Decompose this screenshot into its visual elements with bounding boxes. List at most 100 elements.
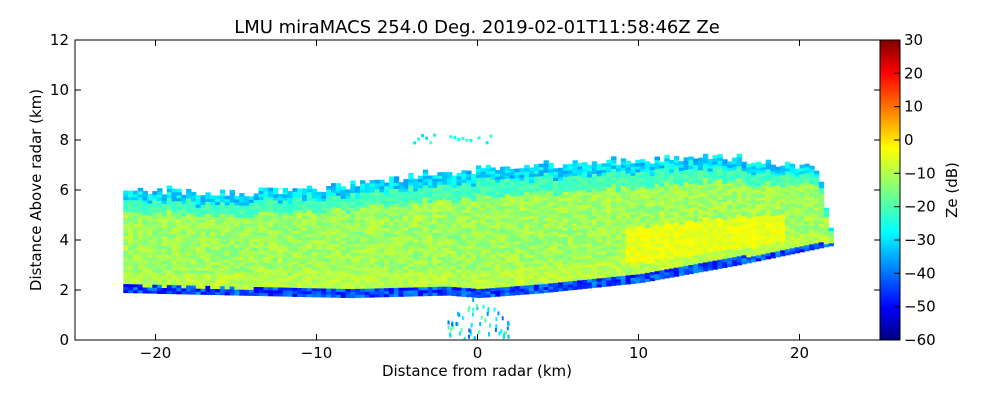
reflectivity-cell xyxy=(331,222,337,226)
reflectivity-cell xyxy=(533,227,540,231)
reflectivity-cell xyxy=(587,260,593,265)
reflectivity-cell xyxy=(258,187,264,192)
reflectivity-cell xyxy=(707,198,714,202)
reflectivity-cell xyxy=(413,229,419,234)
reflectivity-cell xyxy=(611,186,617,190)
reflectivity-cell xyxy=(287,233,293,237)
reflectivity-cell xyxy=(611,267,617,271)
reflectivity-cell xyxy=(480,210,487,214)
reflectivity-cell xyxy=(688,156,694,161)
reflectivity-cell xyxy=(287,227,293,231)
reflectivity-cell xyxy=(620,182,627,186)
reflectivity-cell xyxy=(495,212,501,216)
reflectivity-cell xyxy=(176,242,182,247)
reflectivity-cell xyxy=(582,222,588,226)
reflectivity-cell xyxy=(567,223,574,228)
reflectivity-cell xyxy=(649,193,656,198)
reflectivity-cell xyxy=(543,274,549,278)
reflectivity-cell xyxy=(350,186,356,191)
reflectivity-cell xyxy=(683,250,689,254)
reflectivity-cell xyxy=(335,237,342,241)
reflectivity-cell xyxy=(379,284,385,289)
reflectivity-cell xyxy=(736,171,743,176)
reflectivity-cell xyxy=(408,284,414,288)
reflectivity-cell xyxy=(514,258,520,263)
reflectivity-cell xyxy=(529,227,535,232)
reflectivity-cell xyxy=(446,205,453,209)
reflectivity-cell xyxy=(640,174,646,178)
reflectivity-cell xyxy=(538,163,545,168)
reflectivity-cell xyxy=(442,280,448,284)
reflectivity-cell xyxy=(480,279,487,283)
reflectivity-cell xyxy=(326,288,332,292)
reflectivity-cell xyxy=(142,196,148,201)
reflectivity-cell xyxy=(577,240,583,245)
reflectivity-cell xyxy=(432,205,438,209)
reflectivity-cell xyxy=(432,283,438,287)
reflectivity-cell xyxy=(601,235,607,239)
reflectivity-cell xyxy=(408,287,414,291)
reflectivity-cell xyxy=(297,251,303,255)
reflectivity-cell xyxy=(514,228,520,233)
reflectivity-cell xyxy=(567,220,574,225)
reflectivity-cell xyxy=(514,183,520,188)
reflectivity-cell xyxy=(698,259,704,264)
reflectivity-cell xyxy=(553,207,559,211)
reflectivity-cell xyxy=(722,240,728,244)
reflectivity-cell xyxy=(562,275,569,279)
reflectivity-cell xyxy=(157,284,163,288)
reflectivity-cell xyxy=(611,219,617,223)
reflectivity-cell xyxy=(292,272,298,276)
reflectivity-cell xyxy=(664,172,670,177)
reflectivity-cell xyxy=(408,290,414,294)
reflectivity-cell xyxy=(374,287,380,292)
reflectivity-cell xyxy=(446,184,453,188)
reflectivity-cell xyxy=(161,269,168,273)
reflectivity-cell xyxy=(582,198,588,202)
reflectivity-cell xyxy=(152,242,158,246)
reflectivity-cell xyxy=(702,246,709,251)
reflectivity-cell xyxy=(649,277,656,282)
reflectivity-cell xyxy=(480,174,487,178)
reflectivity-cell xyxy=(205,255,211,259)
reflectivity-cell xyxy=(432,256,438,260)
reflectivity-cell xyxy=(374,182,380,187)
reflectivity-cell xyxy=(161,230,168,234)
reflectivity-cell xyxy=(620,185,627,189)
reflectivity-cell xyxy=(432,181,438,185)
reflectivity-cell xyxy=(190,270,197,274)
reflectivity-cell xyxy=(142,268,148,273)
reflectivity-cell xyxy=(248,214,255,218)
reflectivity-cell xyxy=(128,250,134,255)
reflectivity-cell xyxy=(717,196,723,200)
reflectivity-cell xyxy=(693,203,699,208)
reflectivity-cell xyxy=(722,222,728,226)
reflectivity-cell xyxy=(379,206,385,211)
reflectivity-cell xyxy=(413,208,419,213)
reflectivity-cell xyxy=(702,252,709,257)
reflectivity-cell xyxy=(393,245,400,249)
reflectivity-cell xyxy=(379,179,385,184)
reflectivity-cell xyxy=(219,240,226,245)
reflectivity-cell xyxy=(635,279,641,284)
reflectivity-cell xyxy=(374,275,380,280)
reflectivity-cell xyxy=(229,219,235,224)
reflectivity-cell xyxy=(417,190,424,195)
reflectivity-cell xyxy=(466,227,472,232)
reflectivity-cell xyxy=(389,218,395,223)
reflectivity-cell xyxy=(287,281,293,285)
reflectivity-cell xyxy=(161,218,168,222)
reflectivity-cell xyxy=(171,269,177,274)
reflectivity-cell xyxy=(360,276,366,280)
reflectivity-cell xyxy=(133,280,139,285)
reflectivity-cell xyxy=(451,223,458,228)
reflectivity-cell xyxy=(567,226,574,231)
reflectivity-cell xyxy=(712,194,718,198)
reflectivity-cell xyxy=(601,256,607,260)
reflectivity-cell xyxy=(562,185,569,189)
reflectivity-cell xyxy=(582,183,588,187)
reflectivity-cell xyxy=(234,247,240,251)
reflectivity-cell xyxy=(389,287,395,292)
reflectivity-cell xyxy=(205,243,211,247)
reflectivity-cell xyxy=(171,263,177,268)
